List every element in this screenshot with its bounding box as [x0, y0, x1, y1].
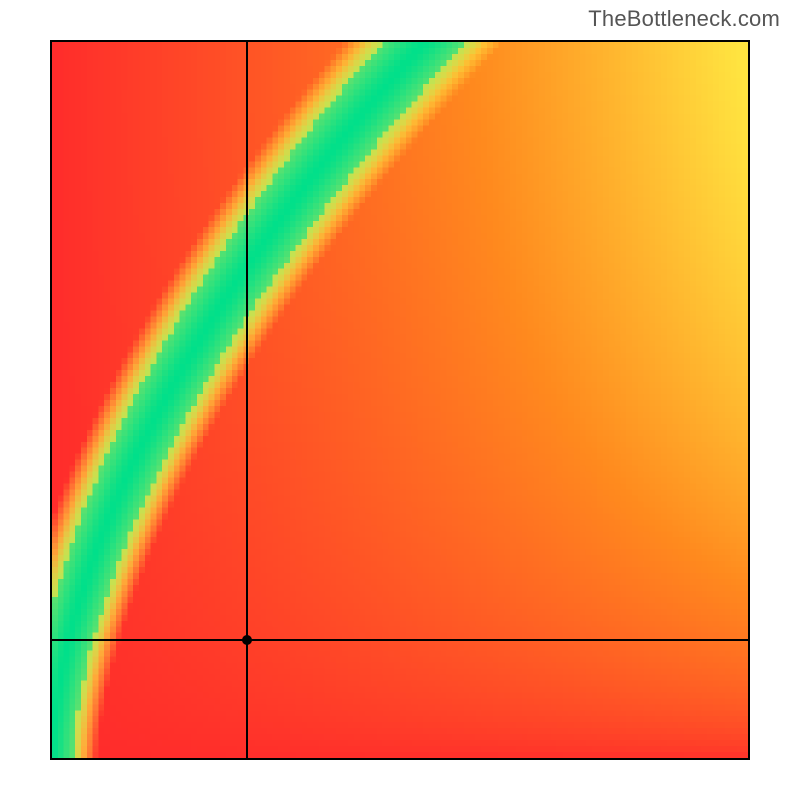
- heatmap-canvas: [52, 42, 748, 758]
- crosshair-vertical: [246, 42, 248, 758]
- crosshair-horizontal: [52, 639, 748, 641]
- plot-frame: [50, 40, 750, 760]
- marker-point: [242, 635, 252, 645]
- watermark-text: TheBottleneck.com: [588, 6, 780, 32]
